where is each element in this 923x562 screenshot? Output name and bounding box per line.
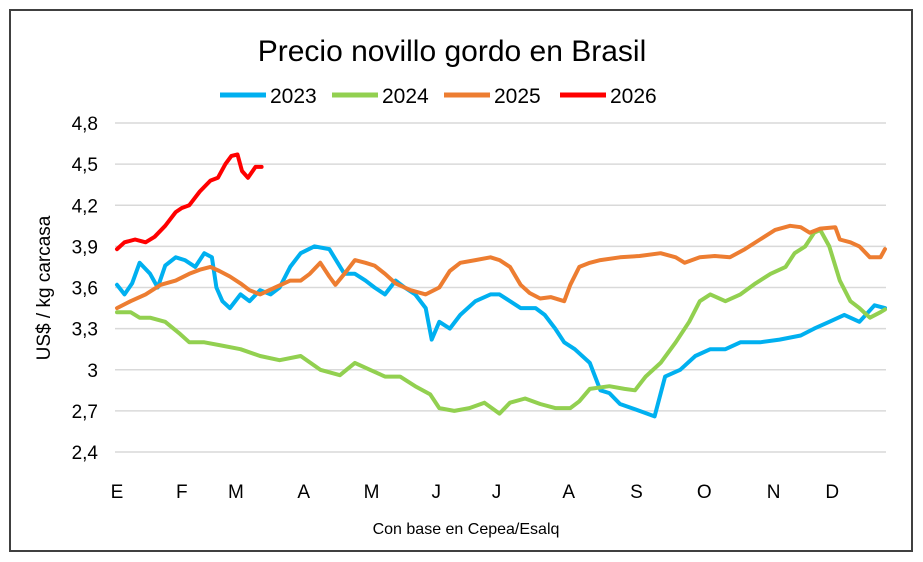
legend-label: 2023 bbox=[270, 85, 317, 108]
x-tick-label: D bbox=[825, 482, 839, 503]
y-tick-label: 3 bbox=[87, 361, 98, 382]
x-tick-label: M bbox=[364, 482, 380, 503]
x-tick-label: S bbox=[630, 482, 643, 503]
x-tick-label: A bbox=[562, 482, 575, 503]
chart-title: Precio novillo gordo en Brasil bbox=[258, 35, 647, 68]
series-line-2024 bbox=[115, 227, 887, 416]
x-tick-label: J bbox=[492, 482, 502, 503]
y-tick-label: 4,2 bbox=[72, 196, 98, 217]
series-line-2026 bbox=[115, 152, 264, 252]
series-line-2023 bbox=[115, 244, 887, 419]
legend-item-2023: 2023 bbox=[220, 85, 317, 108]
x-tick-label: J bbox=[431, 482, 441, 503]
x-tick-label: O bbox=[697, 482, 712, 503]
y-tick-label: 3,6 bbox=[72, 279, 98, 300]
series-line-2025 bbox=[115, 223, 887, 311]
x-tick-label: M bbox=[228, 482, 244, 503]
legend: 2023 2024 2025 2026 bbox=[220, 85, 657, 108]
y-tick-label: 2,4 bbox=[72, 443, 99, 464]
chart-caption: Con base en Cepea/Esalq bbox=[373, 521, 560, 538]
legend-item-2026: 2026 bbox=[560, 85, 657, 108]
y-tick-label: 4,5 bbox=[72, 155, 98, 176]
series-lines bbox=[115, 152, 887, 419]
legend-label: 2026 bbox=[610, 85, 657, 108]
y-tick-label: 4,8 bbox=[72, 114, 98, 135]
legend-label: 2024 bbox=[382, 85, 429, 108]
legend-item-2024: 2024 bbox=[332, 85, 429, 108]
y-tick-label: 3,3 bbox=[72, 320, 98, 341]
y-tick-label: 3,9 bbox=[72, 237, 98, 258]
y-axis-ticks: 4,8 4,5 4,2 3,9 3,6 3,3 3 2,7 2,4 bbox=[72, 114, 99, 464]
chart-border bbox=[9, 9, 913, 552]
legend-label: 2025 bbox=[494, 85, 541, 108]
x-tick-label: F bbox=[176, 482, 188, 503]
y-axis-label: US$ / kg carcasa bbox=[34, 215, 55, 360]
y-tick-label: 2,7 bbox=[72, 402, 98, 423]
legend-item-2025: 2025 bbox=[444, 85, 541, 108]
x-tick-label: A bbox=[297, 482, 310, 503]
x-tick-label: E bbox=[111, 482, 124, 503]
x-tick-label: N bbox=[767, 482, 781, 503]
